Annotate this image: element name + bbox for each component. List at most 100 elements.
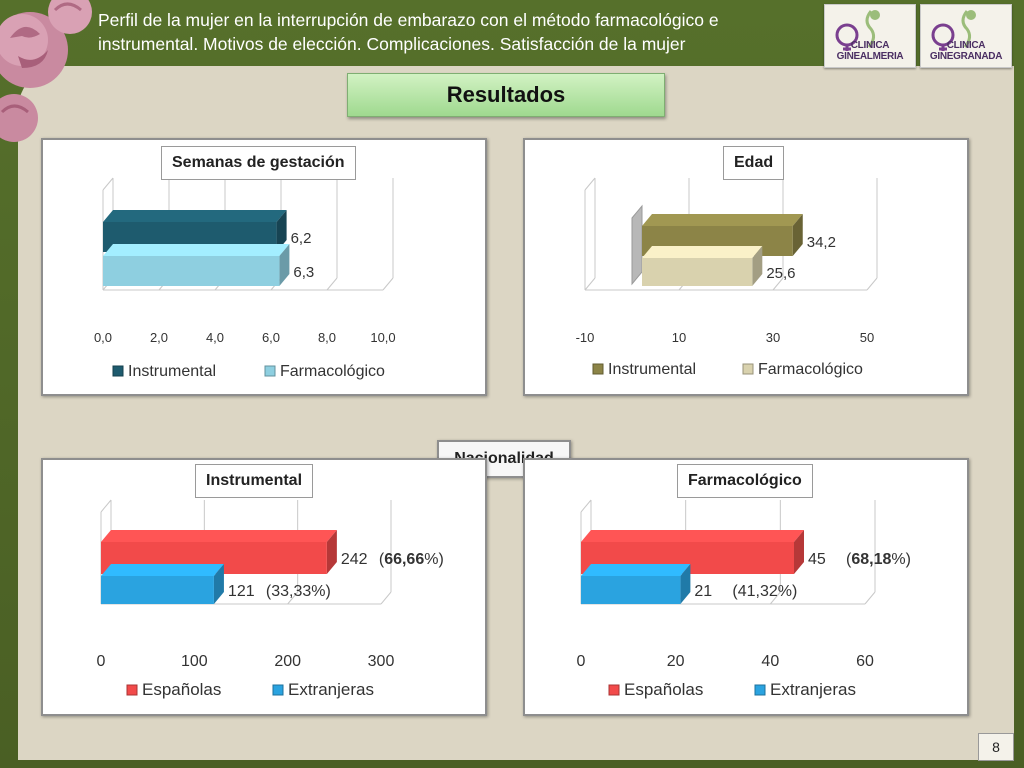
tick-label: 50 bbox=[860, 330, 874, 345]
data-label: 6,2 bbox=[291, 230, 312, 247]
tick-label: -10 bbox=[576, 330, 595, 345]
left-wall-edge bbox=[102, 177, 114, 191]
legend-swatch bbox=[608, 684, 620, 696]
left-wall-edge bbox=[584, 177, 596, 191]
chart-semanas-plot: 6,2 6,3 0,0 2,0 4,0 6,0 8,0 10,0 Instrumental Far… bbox=[94, 177, 396, 380]
tick-label: 200 bbox=[274, 653, 301, 670]
bar-front bbox=[581, 576, 681, 604]
chart-farmacologico-plot: 45 (68,18%) 21 (41,32%) 0 20 40 60 Españolas Extr… bbox=[577, 499, 911, 699]
legend-label: Extranjeras bbox=[770, 680, 856, 699]
chart-farmacologico: 45 (68,18%) 21 (41,32%) 0 20 40 60 Españolas Extr… bbox=[523, 458, 969, 716]
legend-label: Farmacológico bbox=[280, 363, 385, 380]
legend-label: Instrumental bbox=[608, 361, 696, 378]
data-label-percent: (66,66%) bbox=[379, 551, 444, 568]
bar-top bbox=[642, 246, 763, 258]
bar-end bbox=[752, 246, 763, 286]
bar-end bbox=[680, 564, 691, 604]
data-label-percent: (68,18%) bbox=[846, 551, 911, 568]
data-label-percent: (33,33%) bbox=[266, 583, 331, 600]
chart-farmacologico-title: Farmacológico bbox=[677, 464, 813, 498]
bar-edad-1 bbox=[642, 246, 763, 286]
logo-ginegranada: CLINICA GINEGRANADA bbox=[920, 4, 1012, 68]
floor-line bbox=[584, 277, 596, 291]
legend-swatch bbox=[592, 363, 604, 375]
tick-label: 100 bbox=[181, 653, 208, 670]
data-label: 25,6 bbox=[766, 265, 795, 282]
tick-label: 20 bbox=[667, 653, 685, 670]
clinic-logo-icon bbox=[835, 10, 880, 51]
floor-line bbox=[864, 591, 876, 605]
chart-edad-title: Edad bbox=[723, 146, 785, 180]
bar-top bbox=[103, 244, 290, 256]
chart-edad-plot: 34,2 25,6 -10 10 30 50 Instrumental Farmacológi… bbox=[576, 177, 878, 378]
data-label: 21 bbox=[694, 583, 712, 600]
chart-instrumental-plot: 242 (66,66%) 121 (33,33%) 0 100 200 300 Española… bbox=[97, 499, 444, 699]
logo-ginealmeria: CLINICA GINEALMERIA bbox=[824, 4, 916, 68]
floor-line bbox=[772, 277, 784, 291]
floor-line bbox=[380, 591, 392, 605]
page-number: 8 bbox=[978, 733, 1014, 761]
tick-label: 10,0 bbox=[370, 330, 395, 345]
header-line-2: instrumental. Motivos de elección. Compl… bbox=[98, 34, 686, 54]
data-label: 6,3 bbox=[293, 264, 314, 281]
data-label: 121 bbox=[228, 583, 255, 600]
header-line-1: Perfil de la mujer en la interrupción de… bbox=[98, 10, 719, 30]
bar-top bbox=[101, 530, 337, 542]
bar-farmacologico-1 bbox=[581, 564, 691, 604]
data-label: 242 bbox=[341, 551, 368, 568]
legend-swatch bbox=[754, 684, 766, 696]
bar-top bbox=[581, 530, 804, 542]
legend-label: Españolas bbox=[142, 680, 221, 699]
bar-instrumental-1 bbox=[101, 564, 224, 604]
tick-label: 60 bbox=[856, 653, 874, 670]
tick-label: 0,0 bbox=[94, 330, 112, 345]
tick-label: 4,0 bbox=[206, 330, 224, 345]
chart-semanas: 6,2 6,3 0,0 2,0 4,0 6,0 8,0 10,0 Instrumental Far… bbox=[41, 138, 487, 396]
bar-end bbox=[794, 530, 804, 574]
bar-front bbox=[101, 576, 214, 604]
slide-header: Perfil de la mujer en la interrupción de… bbox=[98, 8, 818, 56]
legend-label: Farmacológico bbox=[758, 361, 863, 378]
floor-line bbox=[326, 277, 338, 291]
legend-swatch bbox=[742, 363, 754, 375]
tick-label: 0 bbox=[577, 653, 586, 670]
chart-semanas-title: Semanas de gestación bbox=[161, 146, 356, 180]
floor-line bbox=[866, 277, 878, 291]
tick-label: 300 bbox=[368, 653, 395, 670]
chart-instrumental-title: Instrumental bbox=[195, 464, 314, 498]
left-wall-edge bbox=[100, 499, 112, 513]
bar-edad-0 bbox=[642, 214, 803, 256]
tick-label: 2,0 bbox=[150, 330, 168, 345]
results-title: Resultados bbox=[347, 73, 665, 117]
logo-ginegranada-text: CLINICA GINEGRANADA bbox=[929, 40, 1003, 62]
bar-top bbox=[581, 564, 691, 576]
floor-line bbox=[769, 591, 781, 605]
legend-swatch bbox=[264, 365, 276, 377]
data-label: 45 bbox=[808, 551, 826, 568]
tick-label: 10 bbox=[672, 330, 686, 345]
chart-instrumental: 242 (66,66%) 121 (33,33%) 0 100 200 300 Española… bbox=[41, 458, 487, 716]
legend-swatch bbox=[112, 365, 124, 377]
left-wall-edge bbox=[580, 499, 592, 513]
bar-semanas-1 bbox=[103, 244, 290, 286]
chart-edad: 34,2 25,6 -10 10 30 50 Instrumental Farmacológi… bbox=[523, 138, 969, 396]
bar-top bbox=[642, 214, 803, 226]
bar-end bbox=[326, 530, 337, 574]
data-label: 34,2 bbox=[807, 234, 836, 251]
legend-label: Extranjeras bbox=[288, 680, 374, 699]
legend-label: Españolas bbox=[624, 680, 703, 699]
bar-end bbox=[213, 564, 224, 604]
floor-line bbox=[287, 591, 299, 605]
bar-top bbox=[103, 210, 287, 222]
tick-label: 30 bbox=[766, 330, 780, 345]
bar-front bbox=[103, 256, 280, 286]
legend-swatch bbox=[126, 684, 138, 696]
zero-wall bbox=[631, 204, 643, 286]
data-label-percent: (41,32%) bbox=[732, 583, 797, 600]
clinic-logo-icon bbox=[931, 10, 976, 51]
floor-line bbox=[382, 277, 394, 291]
tick-label: 40 bbox=[761, 653, 779, 670]
tick-label: 8,0 bbox=[318, 330, 336, 345]
legend-label: Instrumental bbox=[128, 363, 216, 380]
bar-end bbox=[792, 214, 803, 256]
